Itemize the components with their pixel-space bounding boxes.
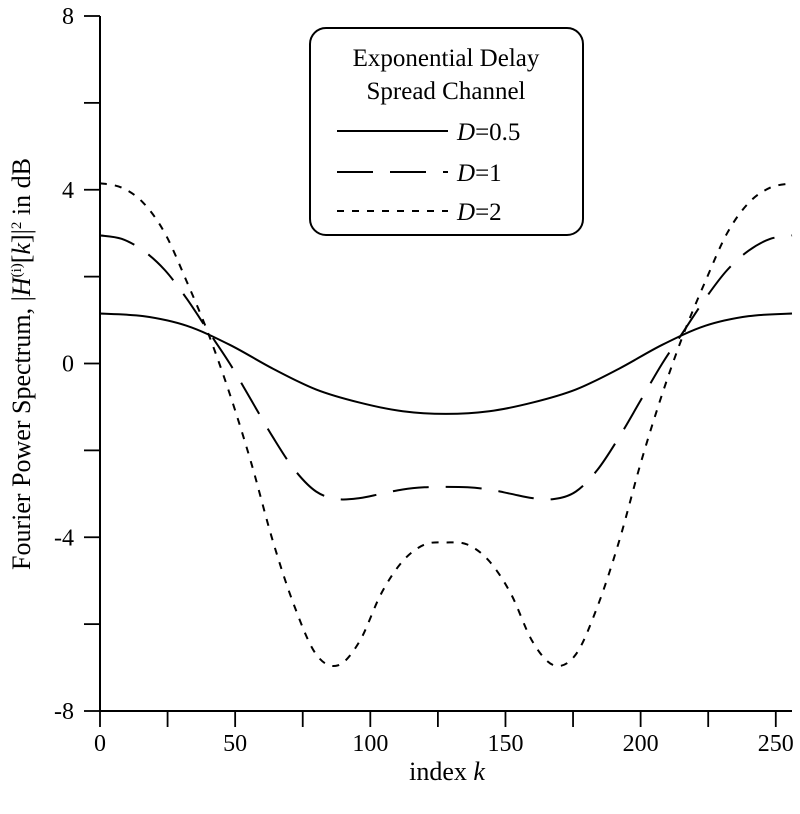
x-tick-label: 150	[487, 731, 523, 757]
y-tick-label: -4	[54, 525, 74, 551]
x-tick-label: 100	[352, 731, 388, 757]
y-axis-title: Fourier Power Spectrum, |H(i)[k]|2 in dB	[7, 158, 36, 570]
x-axis-title: index k	[409, 757, 485, 786]
legend-label: D=0.5	[456, 119, 520, 146]
x-tick-label: 50	[223, 731, 247, 757]
legend-label: D=1	[456, 160, 502, 187]
y-tick-label: 8	[62, 4, 74, 30]
axes: 0 50 100 150 200 250 -8 -4 0 4 8	[54, 4, 794, 757]
x-tick-label: 0	[94, 731, 106, 757]
y-tick-label: 0	[62, 352, 74, 378]
x-tick-label: 200	[623, 731, 659, 757]
y-tick-label: -8	[54, 699, 74, 725]
series-line-d-0p5	[99, 312, 793, 415]
legend-title-line2: Spread Channel	[367, 78, 526, 105]
legend-title-line1: Exponential Delay	[353, 45, 540, 72]
series-line-d-2	[99, 182, 793, 667]
series-line-d-1	[99, 234, 793, 501]
legend: Exponential Delay Spread Channel D=0.5D=…	[309, 27, 584, 236]
x-tick-label: 250	[758, 731, 794, 757]
legend-entries: D=0.5 D=1 D=2	[337, 119, 520, 226]
legend-label: D=2	[456, 199, 502, 226]
y-tick-label: 4	[62, 178, 74, 204]
series-layer	[99, 182, 793, 667]
